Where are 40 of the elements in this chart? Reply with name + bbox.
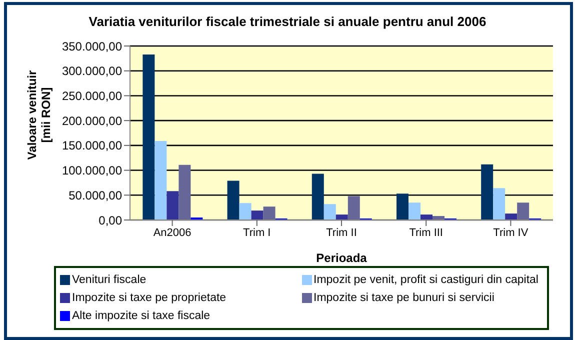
x-tick-label: Trim III [409, 226, 444, 239]
y-tick-label: 350.000,00 [62, 39, 122, 54]
bar [263, 206, 276, 220]
y-tick-label: 150.000,00 [62, 138, 122, 153]
x-tick-label: Trim IV [493, 226, 529, 239]
bar [505, 214, 518, 220]
bar [227, 180, 240, 220]
bar [166, 191, 179, 220]
bar [336, 214, 348, 220]
bar [348, 196, 360, 220]
x-tick-label: An2006 [153, 226, 192, 239]
legend-label: Impozit pe venit, profit si castiguri din capital [314, 273, 538, 288]
bar [517, 202, 530, 220]
y-tick-label: 200.000,00 [62, 114, 122, 128]
bar [142, 54, 155, 220]
bar [493, 188, 506, 220]
x-axis-title: Perioada [316, 251, 368, 265]
legend-label: Impozite si taxe pe bunuri si servicii [314, 291, 494, 306]
bar [154, 140, 167, 220]
legend-label: Venituri fiscale [72, 273, 146, 288]
bar [251, 210, 264, 220]
bar [396, 194, 408, 220]
legend-label: Alte impozite si taxe fiscale [72, 309, 210, 324]
y-axis-title: Valoare venituir [mii RON] [25, 69, 53, 162]
y-tick-label: 50.000,00 [68, 188, 122, 202]
x-tick-label: Trim II [326, 226, 357, 239]
bar [324, 204, 336, 220]
x-tick-label: Trim I [243, 226, 271, 239]
y-tick-label: 250.000,00 [62, 88, 122, 103]
bar [312, 174, 324, 220]
y-tick-label: 300.000,00 [62, 64, 122, 78]
bar [178, 164, 191, 220]
legend-label: Impozite si taxe pe proprietate [72, 291, 226, 306]
y-tick-label: 100.000,00 [62, 164, 122, 178]
bar [239, 203, 252, 220]
bar [408, 202, 420, 220]
bar [420, 214, 432, 220]
y-tick-label: 0,00 [98, 213, 122, 228]
chart-title: Variatia veniturilor fiscale trimestriale si anuale pentru anul 2006 [88, 14, 488, 29]
bar [481, 164, 494, 220]
